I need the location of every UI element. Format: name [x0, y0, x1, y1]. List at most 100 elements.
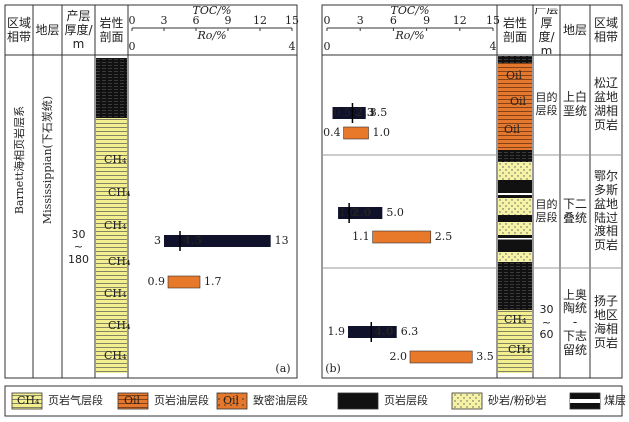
- stratum-line: 下志留统: [562, 328, 587, 357]
- litho-label: CH₄: [504, 313, 527, 326]
- toc-range: [348, 326, 397, 338]
- ro-max-label: 1.7: [204, 275, 222, 288]
- tick-label: 15: [285, 14, 299, 27]
- region-box: 扬子地区海相页岩: [593, 294, 618, 350]
- thickness: 目的层段: [535, 91, 558, 117]
- ro-max-label: 3.5: [476, 350, 494, 363]
- stratum: Mississippian(下石炭统): [41, 96, 54, 224]
- thickness: 30 ~180: [63, 225, 94, 270]
- litho-label: CH₄: [108, 186, 131, 199]
- tick-label: 3: [161, 14, 168, 27]
- litho-label: Oil: [504, 123, 521, 136]
- ro-min-label: 0.4: [323, 126, 341, 139]
- legend-label: 页岩层段: [384, 393, 428, 407]
- stratum-box: 下二叠统: [562, 196, 587, 225]
- toc-min-label: 1.9: [328, 325, 346, 338]
- header-box: 产层厚度/m: [534, 8, 558, 54]
- header-box: 岩性剖面: [503, 16, 527, 44]
- ro-min-label: 0.9: [148, 275, 166, 288]
- litho-label: CH₄: [108, 255, 131, 268]
- tick-label: 0: [324, 40, 331, 53]
- tick-label: 0: [324, 14, 331, 27]
- stratum: 上白垩统: [562, 90, 587, 118]
- header-box: 地层: [562, 23, 587, 38]
- legend-label: 煤层: [604, 394, 626, 407]
- litho-label: CH₄: [104, 219, 127, 232]
- axis-title: Ro/%: [394, 29, 424, 42]
- tick-label: 15: [486, 14, 500, 27]
- axis-title: TOC/%: [193, 4, 232, 17]
- toc-range: [332, 107, 366, 119]
- litho-label: Oil: [510, 95, 527, 108]
- stratum: 下二叠统: [562, 196, 587, 225]
- toc-mean-label: 4.5: [183, 234, 202, 247]
- thickness-box: 目的层段: [536, 198, 558, 223]
- tick-label: 4: [289, 40, 296, 53]
- thickness-line: ~: [73, 240, 84, 254]
- header: 岩性剖面: [99, 16, 124, 44]
- stratum: 上奥陶统 - 下志留统: [561, 270, 589, 376]
- toc-mean-label: 2.3: [355, 106, 374, 119]
- layout: [4, 4, 623, 417]
- lithology-column: CH₄ CH₄ CH₄ CH₄ CH₄ CH₄ CH₄ Oil Oil Oil …: [96, 56, 532, 373]
- tick-label: 0: [129, 40, 136, 53]
- tick-label: 4: [490, 40, 497, 53]
- toc-max-label: 3.5: [370, 106, 388, 119]
- region: Barnett海相页岩层系: [12, 106, 26, 214]
- legend-label: 致密油层段: [253, 393, 308, 407]
- thickness-box: 目的层段: [535, 91, 558, 117]
- header-box: 产层厚度/m: [64, 9, 93, 51]
- tick-label: 6: [193, 14, 200, 27]
- header: 地层: [35, 23, 60, 38]
- header: 区域相带: [593, 16, 618, 44]
- litho-label: CH₄: [508, 343, 531, 356]
- litho-label: CH₄: [104, 153, 127, 166]
- tick-label: 3: [357, 14, 364, 27]
- ro-range: [167, 275, 201, 289]
- tick-label: 9: [225, 14, 232, 27]
- litho-label: CH₄: [104, 349, 127, 362]
- ro-range: [343, 126, 369, 140]
- toc-min-label: 3: [154, 234, 161, 247]
- thickness-box: 30~180: [63, 225, 94, 270]
- header-box: 岩性剖面: [99, 16, 124, 44]
- toc-min-label: 1.0: [339, 206, 357, 219]
- header-box: 地层: [35, 23, 60, 38]
- toc-mean-label: 2.0: [352, 206, 371, 219]
- region: 扬子地区海相页岩: [593, 294, 618, 350]
- ro-range: [372, 230, 432, 244]
- thickness-line: 180: [68, 252, 89, 266]
- legend-label: 页岩气层段: [48, 393, 103, 407]
- toc-min-label: 0.5: [334, 106, 352, 119]
- thickness-box: 30~60: [534, 270, 559, 376]
- thickness-line: 30: [71, 227, 86, 241]
- thickness: 30 ~60: [534, 270, 559, 376]
- litho-label: CH₄: [104, 287, 127, 300]
- header: 产层厚度/m: [64, 9, 93, 51]
- panel-label: (a): [275, 362, 290, 375]
- stratum-line: 上奥陶统: [562, 287, 587, 316]
- stratum-line: -: [572, 315, 578, 330]
- litho-label: CH₄: [108, 319, 131, 332]
- legend-swatch-text: Oil: [124, 394, 141, 407]
- stratum-box: 上奥陶统-下志留统: [561, 270, 589, 376]
- thickness-line: 30: [539, 303, 554, 317]
- legend-swatches: CH₄ Oil Oil: [11, 392, 601, 410]
- tick-label: 12: [453, 14, 467, 27]
- tick-label: 12: [253, 14, 267, 27]
- region: 鄂尔多斯盆地陆过渡相页岩: [593, 169, 618, 253]
- header: 地层: [562, 23, 587, 38]
- axis-title: Ro/%: [196, 29, 226, 42]
- toc-max-label: 13: [275, 234, 289, 247]
- ro-max-label: 2.5: [435, 230, 453, 243]
- thickness-line: 60: [539, 328, 554, 342]
- stratum-box: 上白垩统: [562, 90, 587, 118]
- header: 区域相带: [6, 16, 31, 44]
- litho-label: Oil: [506, 69, 523, 82]
- tick-label: 6: [390, 14, 397, 27]
- ro-max-label: 1.0: [373, 126, 391, 139]
- region-box: 鄂尔多斯盆地陆过渡相页岩: [593, 169, 618, 253]
- tick-label: 9: [423, 14, 430, 27]
